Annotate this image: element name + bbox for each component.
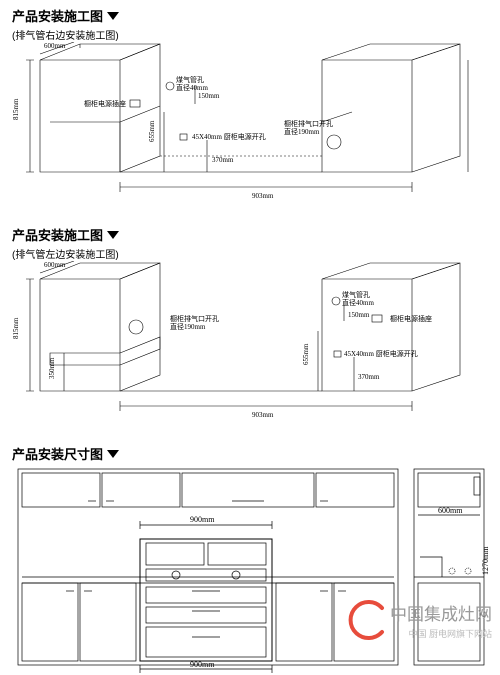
dim-903: 903mm	[252, 192, 274, 200]
label-exhaustd2: 直径190mm	[170, 322, 206, 331]
label-cutout2: 45X40mm 厨柜电源开孔	[344, 349, 418, 358]
label-cutout: 45X40mm 厨柜电源开孔	[192, 132, 266, 141]
diagram-right-pipe: 煤气管孔 直径40mm 150mm 橱柜电源插座 45X40mm 厨柜电源开孔 …	[12, 42, 488, 217]
dim-900-bot: 900mm	[190, 660, 215, 669]
dim-1270: 1270mm	[481, 546, 488, 575]
dim-370-2: 370mm	[358, 373, 380, 381]
section2-subtitle: (排气管左边安装施工图)	[12, 246, 488, 261]
down-triangle-icon	[107, 12, 119, 20]
dim-903-2: 903mm	[252, 411, 274, 419]
section-right-pipe: 产品安装施工图 (排气管右边安装施工图) 煤气管孔	[0, 0, 500, 219]
section-left-pipe: 产品安装施工图 (排气管左边安装施工图) 橱柜排气口开孔 直径190mm 煤气管…	[0, 219, 500, 438]
dim-150: 150mm	[198, 92, 220, 100]
dim-s600: 600mm	[438, 506, 463, 515]
watermark-line2: 中国 厨电网旗下网站	[390, 627, 492, 640]
section3-header: 产品安装尺寸图	[12, 444, 488, 463]
dim-600: 600mm	[44, 42, 66, 50]
label-power2: 橱柜电源插座	[390, 314, 432, 323]
dim-150-2: 150mm	[348, 311, 370, 319]
dim-815: 815mm	[12, 98, 20, 120]
dim-655-2: 655mm	[302, 343, 310, 365]
label-power: 橱柜电源插座	[84, 99, 126, 108]
label-exhaustd: 直径190mm	[284, 127, 320, 136]
dim-655: 655mm	[148, 120, 156, 142]
label-exhaust: 橱柜排气口开孔	[284, 119, 333, 128]
dim-370: 370mm	[212, 156, 234, 164]
dim-350: 350mm	[48, 357, 56, 379]
diagram-left-pipe: 橱柜排气口开孔 直径190mm 煤气管孔 直径40mm 150mm 橱柜电源插座…	[12, 261, 488, 436]
section2-title: 产品安装施工图	[12, 225, 103, 244]
down-triangle-icon	[107, 450, 119, 458]
watermark-c-icon	[346, 598, 390, 642]
section1-subtitle: (排气管右边安装施工图)	[12, 27, 488, 42]
down-triangle-icon	[107, 231, 119, 239]
diagram-elevation: 900mm 900mm 600mm 1270mm	[12, 465, 488, 673]
label-gas2: 煤气管孔	[342, 290, 370, 299]
section1-header: 产品安装施工图	[12, 6, 488, 25]
watermark: 中国集成灶网 中国 厨电网旗下网站	[390, 600, 492, 640]
section1-title: 产品安装施工图	[12, 6, 103, 25]
label-gas: 煤气管孔	[176, 75, 204, 84]
section3-title: 产品安装尺寸图	[12, 444, 103, 463]
section2-header: 产品安装施工图	[12, 225, 488, 244]
watermark-line1: 中国集成灶网	[390, 600, 492, 625]
dim-600-2: 600mm	[44, 261, 66, 269]
dim-900-top: 900mm	[190, 515, 215, 524]
label-exhaust2: 橱柜排气口开孔	[170, 314, 219, 323]
dim-815-2: 815mm	[12, 317, 20, 339]
label-gasd: 直径40mm	[176, 83, 208, 92]
label-gasd2: 直径40mm	[342, 298, 374, 307]
